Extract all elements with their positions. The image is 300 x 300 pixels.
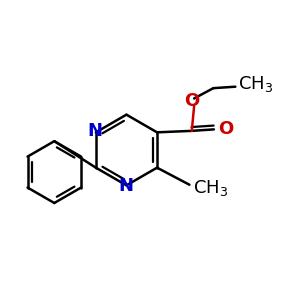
Text: CH$_3$: CH$_3$	[238, 74, 274, 94]
Text: CH$_3$: CH$_3$	[193, 178, 228, 198]
Text: N: N	[118, 177, 134, 195]
Text: O: O	[218, 120, 233, 138]
Text: N: N	[88, 122, 103, 140]
Text: O: O	[184, 92, 200, 110]
